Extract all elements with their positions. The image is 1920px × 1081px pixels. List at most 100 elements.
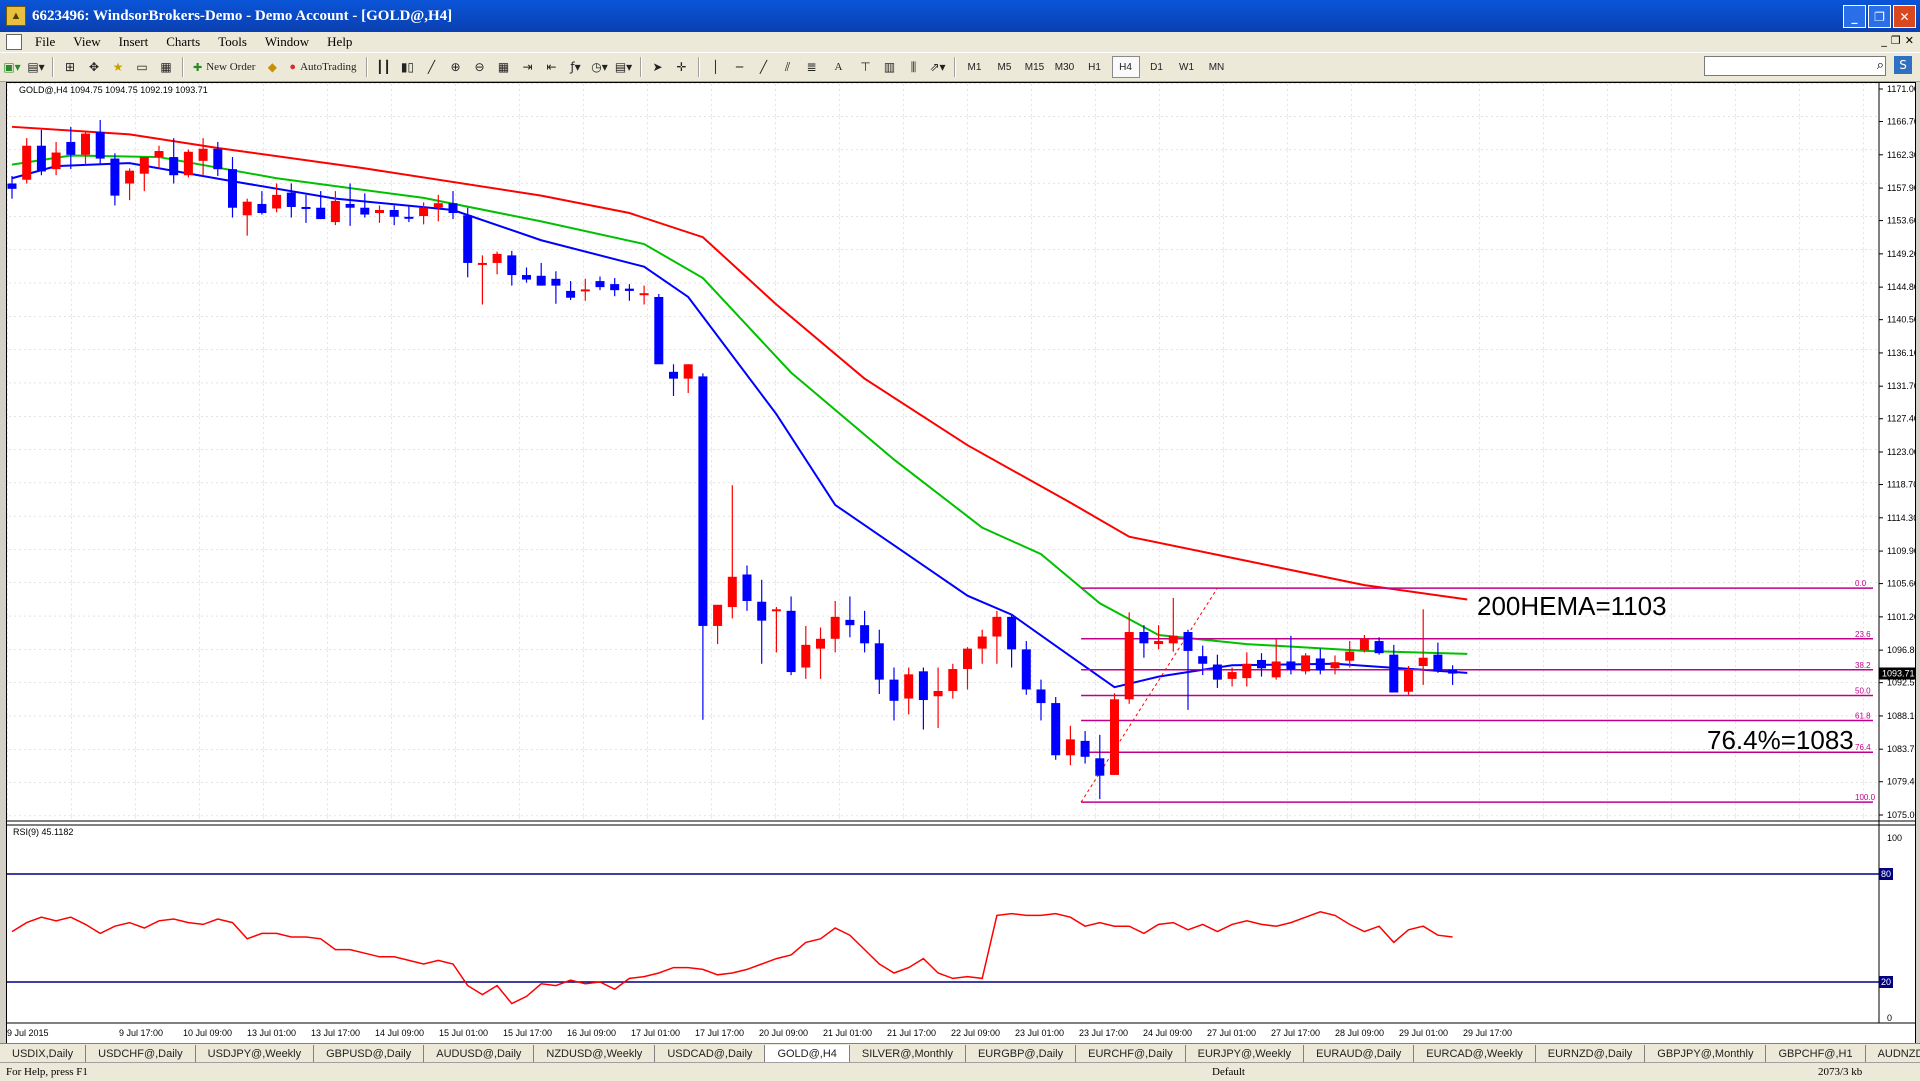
document-icon[interactable] [6, 34, 22, 50]
search-icon[interactable]: ⌕ [1876, 57, 1884, 72]
candle-body [1227, 672, 1237, 679]
fib-fan-icon[interactable]: ⫼ [910, 59, 917, 74]
chart-tab[interactable]: EURCHF@,Daily [1076, 1045, 1186, 1062]
strategy-tester-icon[interactable]: ▦ [160, 60, 172, 74]
time-label: 14 Jul 09:00 [375, 1028, 424, 1038]
line-chart-icon[interactable]: ╱ [427, 60, 436, 74]
chart-tab[interactable]: EURGBP@,Daily [966, 1045, 1077, 1062]
candle-body [595, 281, 605, 288]
chart-tab[interactable]: USDCAD@,Daily [655, 1045, 766, 1062]
timeframe-d1[interactable]: D1 [1150, 61, 1163, 73]
candle-body [242, 201, 252, 216]
horizontal-line-icon[interactable]: ─ [735, 60, 744, 74]
new-order-button[interactable]: ✚ New Order [190, 57, 258, 77]
cursor-icon[interactable]: ➤ [652, 60, 663, 74]
chart-tab[interactable]: NZDUSD@,Weekly [534, 1045, 656, 1062]
chart-tab[interactable]: EURAUD@,Daily [1304, 1045, 1415, 1062]
chart-tab[interactable]: USDCHF@,Daily [86, 1045, 196, 1062]
candle-body [463, 215, 473, 263]
candle-body [713, 604, 723, 626]
hema-annotation: 200HEMA=1103 [1477, 591, 1667, 621]
app-icon[interactable]: ▲ [6, 6, 26, 26]
new-chart-icon[interactable]: ▣▾ [3, 60, 21, 74]
text-tool-icon[interactable]: A [834, 61, 843, 73]
timeframe-w1[interactable]: W1 [1179, 61, 1194, 73]
timeframe-m30[interactable]: M30 [1054, 61, 1075, 73]
indicators-icon[interactable]: ƒ▾ [570, 60, 581, 74]
time-label: 27 Jul 01:00 [1207, 1028, 1256, 1038]
trendline-icon[interactable]: ╱ [759, 60, 768, 74]
crosshair-icon[interactable]: ✛ [676, 60, 687, 74]
candle-body [125, 170, 135, 184]
chart-canvas[interactable]: 0.0 23.6 38.2 50.0 61.8 76.4 100.0 1171.00 1166… [7, 83, 1920, 1043]
timeframe-m5[interactable]: M5 [997, 61, 1012, 73]
candle-body [95, 132, 105, 159]
menu-window[interactable]: Window [264, 34, 310, 49]
menu-view[interactable]: View [73, 34, 101, 49]
chart-tab[interactable]: EURNZD@,Daily [1536, 1045, 1646, 1062]
menu-help[interactable]: Help [327, 34, 353, 49]
profiles-icon[interactable]: ▤▾ [27, 60, 45, 74]
data-window-icon[interactable]: ✥ [88, 60, 100, 74]
candle-body [213, 148, 223, 170]
candle-body [816, 638, 825, 649]
close-button[interactable]: ✕ [1893, 5, 1916, 28]
candlestick-icon[interactable]: ▮▯ [400, 60, 415, 74]
menu-tools[interactable]: Tools [218, 34, 247, 49]
equidistant-channel-icon[interactable]: ⫽ [784, 59, 791, 74]
community-icon[interactable]: S [1894, 56, 1912, 74]
chart-tab[interactable]: EURJPY@,Weekly [1186, 1045, 1305, 1062]
mdi-restore-button[interactable]: ❐ [1890, 34, 1901, 47]
chart-tab[interactable]: SILVER@,Monthly [850, 1045, 966, 1062]
mdi-minimize-button[interactable]: _ [1881, 34, 1887, 47]
chart-tab[interactable]: AUDUSD@,Daily [424, 1045, 535, 1062]
status-bar: For Help, press F1 Default 2073/3 kb [0, 1062, 1920, 1081]
mdi-close-button[interactable]: ✕ [1904, 34, 1914, 47]
autotrading-button[interactable]: ● AutoTrading [286, 57, 359, 77]
candle-body [448, 203, 458, 214]
timeframe-h4[interactable]: H4 [1111, 56, 1140, 78]
menu-file[interactable]: File [35, 34, 56, 49]
chart-tab[interactable]: GBPJPY@,Monthly [1645, 1045, 1767, 1062]
periods-icon[interactable]: ◷▾ [591, 60, 608, 74]
chart-tab[interactable]: GBPUSD@,Daily [314, 1045, 425, 1062]
chart-tab[interactable]: USDJPY@,Weekly [196, 1045, 315, 1062]
chart-tab[interactable]: GOLD@,H4 [765, 1045, 850, 1062]
bar-chart-icon[interactable]: ┃┃ [376, 60, 391, 74]
timeframe-m1[interactable]: M1 [967, 61, 982, 73]
timeframe-m15[interactable]: M15 [1024, 61, 1045, 73]
chart-window[interactable]: 0.0 23.6 38.2 50.0 61.8 76.4 100.0 1171.00 1166… [6, 82, 1920, 1044]
gann-icon[interactable]: ▥ [883, 60, 896, 74]
candle-body [1154, 641, 1164, 645]
price-label: 1123.00 [1887, 447, 1915, 457]
chart-shift-icon[interactable]: ⇤ [546, 60, 557, 74]
metaeditor-icon[interactable]: ◆ [267, 60, 278, 74]
timeframe-mn[interactable]: MN [1208, 61, 1225, 73]
arrows-icon[interactable]: ⇗▾ [929, 60, 946, 74]
menu-charts[interactable]: Charts [166, 34, 201, 49]
vertical-line-icon[interactable]: │ [711, 60, 720, 74]
terminal-icon[interactable]: ▭ [136, 60, 148, 74]
templates-icon[interactable]: ▤▾ [614, 60, 633, 74]
minimize-button[interactable]: _ [1843, 5, 1866, 28]
candle-body [389, 210, 399, 217]
menu-insert[interactable]: Insert [118, 34, 149, 49]
chart-tab[interactable]: USDIX,Daily [0, 1045, 87, 1062]
tile-windows-icon[interactable]: ▦ [497, 60, 510, 74]
text-label-icon[interactable]: ⊤ [860, 60, 871, 74]
chart-tab[interactable]: AUDNZD@,Monthly [1866, 1045, 1920, 1062]
time-label: 21 Jul 01:00 [823, 1028, 872, 1038]
zoom-in-icon[interactable]: ⊕ [450, 60, 461, 74]
navigator-icon[interactable]: ★ [112, 60, 124, 74]
chart-tab[interactable]: GBPCHF@,H1 [1766, 1045, 1866, 1062]
timeframe-h1[interactable]: H1 [1088, 61, 1101, 73]
search-input[interactable] [1704, 56, 1886, 76]
candle-body [1183, 631, 1193, 651]
chart-tab[interactable]: EURCAD@,Weekly [1414, 1045, 1536, 1062]
market-watch-icon[interactable]: ⊞ [64, 60, 76, 74]
price-label: 1144.80 [1887, 282, 1915, 292]
auto-scroll-icon[interactable]: ⇥ [522, 60, 533, 74]
zoom-out-icon[interactable]: ⊖ [474, 60, 485, 74]
fibonacci-icon[interactable]: ≣ [806, 60, 817, 74]
maximize-button[interactable]: ❐ [1868, 5, 1891, 28]
